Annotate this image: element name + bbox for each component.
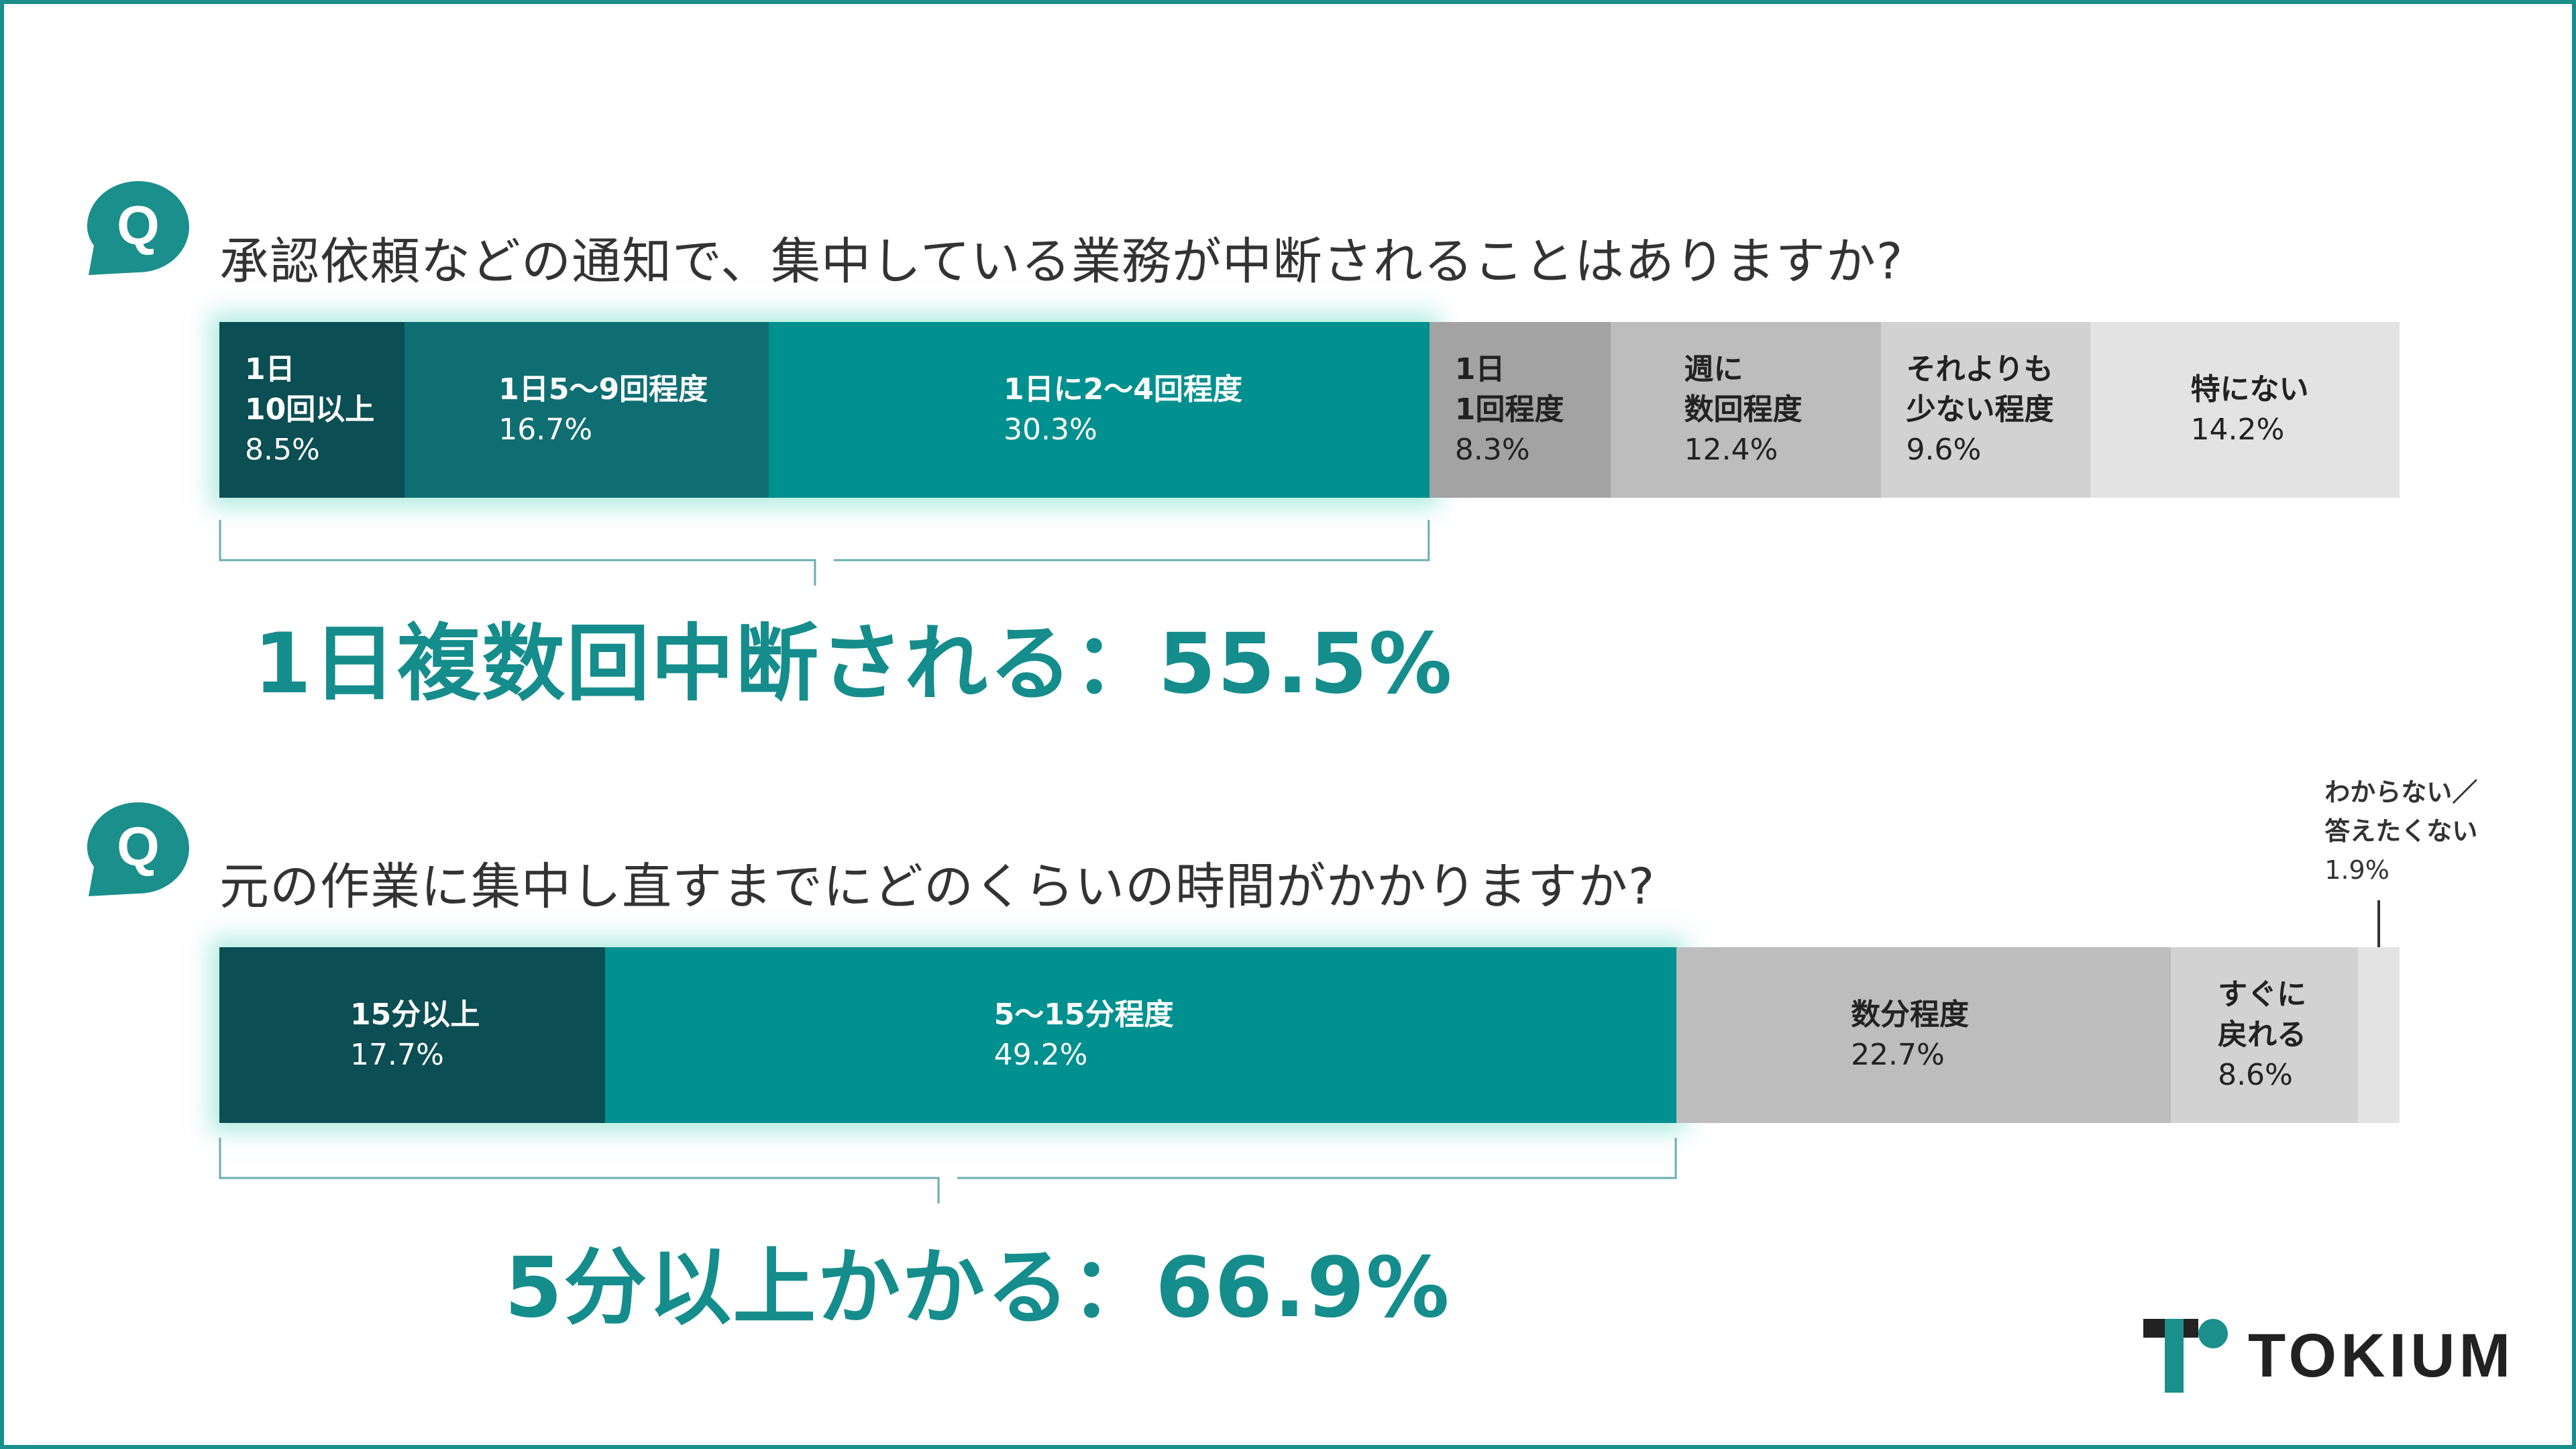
chart-2-bracket (219, 1138, 1677, 1203)
chart-2-summary: 5分以上かかる：66.9% (504, 1240, 1451, 1336)
chart-2-bar-segment: 数分程度 22.7% (1676, 947, 2171, 1123)
segment-label-line: 数回程度 (1684, 392, 1803, 427)
outside-label-line: わからない／ (2324, 777, 2478, 807)
chart-2-bar-segment: すぐに 戻れる 8.6% (2171, 947, 2359, 1123)
q-badge-icon-svg: Q (87, 181, 189, 275)
chart-1-segment-label: 1日に2〜4回程度 30.3% (1004, 370, 1242, 450)
question-1-badge-icon: Q (85, 178, 192, 278)
chart-2-segment-label: 15分以上 17.7% (350, 995, 480, 1075)
segment-label-line: 1日に2〜4回程度 (1004, 372, 1242, 407)
segment-label-text: それよりも少ない程度 (1907, 350, 2054, 430)
segment-label-text: 1日に2〜4回程度 (1004, 370, 1242, 410)
chart-2-segment-label: 数分程度 22.7% (1851, 995, 1969, 1075)
chart-2-outside-label: わからない／ 答えたくない 1.9% (2324, 773, 2477, 890)
chart-1-bar-segment: 1日 10回以上 8.5% (219, 322, 405, 498)
chart-1-bar-segment: 1日5〜9回程度 16.7% (405, 322, 769, 498)
segment-value-text: 30.3% (1004, 413, 1097, 447)
question-1-text: 承認依頼などの通知で、集中している業務が中断されることはありますか? (219, 233, 1904, 290)
chart-1-segment-label: 1日 10回以上 8.5% (245, 350, 374, 470)
segment-label-line: 週に (1684, 352, 1743, 386)
segment-value-text: 12.4% (1684, 433, 1778, 467)
segment-label-line: 1回程度 (1454, 392, 1564, 427)
chart-1-segment-label: 特にない 14.2% (2191, 370, 2309, 450)
chart-2-bar-segment: 15分以上 17.7% (219, 947, 605, 1123)
segment-label-line: 1日 (245, 352, 295, 386)
outside-label-value: 1.9% (2324, 855, 2390, 885)
question-2-badge-icon: Q (85, 800, 192, 899)
chart-1-bar-segment: それよりも 少ない程度 9.6% (1880, 322, 2090, 498)
segment-label-text: 数分程度 (1851, 995, 1969, 1035)
chart-2: 15分以上 17.7% 5〜15分程度 49.2% 数分程度 22.7% すぐに 戻れる 8.6… (219, 947, 2400, 1123)
segment-label-line: 戻れる (2218, 1018, 2307, 1052)
chart-2-bar-segment (2358, 947, 2400, 1123)
segment-value-text: 49.2% (994, 1038, 1088, 1072)
segment-value-text: 22.7% (1851, 1038, 1945, 1072)
outside-label-line: 答えたくない (2324, 816, 2478, 846)
segment-label-text: 15分以上 (350, 995, 480, 1035)
segment-value-text: 17.7% (350, 1038, 444, 1072)
segment-label-text: すぐに 戻れる (2218, 975, 2306, 1055)
chart-1-bar-segment: 1日 1回程度 8.3% (1429, 322, 1611, 498)
chart-1-segment-label: 1日5〜9回程度 16.7% (498, 370, 708, 450)
chart-1: 1日 10回以上 8.5% 1日5〜9回程度 16.7% 1日に2〜4回程度 30.3% 1日… (219, 322, 2400, 498)
segment-label-line: 15分以上 (350, 998, 480, 1032)
segment-label-text: 1日 1回程度 (1455, 350, 1564, 430)
segment-value-text: 9.6% (1906, 433, 1982, 467)
q-badge-letter: Q (117, 195, 160, 256)
chart-1-bar-segment: 1日に2〜4回程度 30.3% (769, 322, 1430, 498)
segment-label-text: 5〜15分程度 (994, 995, 1174, 1035)
segment-value-text: 8.5% (245, 433, 320, 467)
chart-2-segment-label: すぐに 戻れる 8.6% (2218, 975, 2306, 1095)
segment-value-text: 8.3% (1454, 433, 1530, 467)
q-badge-letter: Q (117, 816, 160, 877)
chart-1-bracket (219, 520, 1430, 586)
tokium-logo-mark-icon (2143, 1319, 2231, 1393)
segment-label-text: 週に 数回程度 (1684, 350, 1803, 430)
segment-value-text: 8.6% (2218, 1058, 2293, 1092)
segment-label-line: 10回以上 (245, 392, 375, 427)
segment-label-line: 5〜15分程度 (994, 998, 1174, 1032)
segment-label-text: 1日5〜9回程度 (498, 370, 708, 410)
segment-label-text: 特にない (2191, 370, 2309, 410)
chart-1-segment-label: 週に 数回程度 12.4% (1684, 350, 1803, 470)
chart-1-segment-label: それよりも 少ない程度 9.6% (1907, 350, 2054, 470)
chart-1-bar-segment: 特にない 14.2% (2090, 322, 2400, 498)
segment-label-line: 少ない程度 (1906, 392, 2054, 427)
tokium-logo-text: TOKIUM (2248, 1321, 2515, 1390)
chart-1-summary: 1日複数回中断される：55.5% (254, 616, 1454, 712)
question-2-text: 元の作業に集中し直すまでにどのくらいの時間がかかりますか? (219, 858, 1656, 916)
chart-1-segment-label: 1日 1回程度 8.3% (1455, 350, 1564, 470)
tokium-logo: TOKIUM (2143, 1319, 2514, 1393)
chart-2-segment-label: 5〜15分程度 49.2% (994, 995, 1174, 1075)
chart-1-bar-segment: 週に 数回程度 12.4% (1610, 322, 1881, 498)
segment-label-line: 特にない (2190, 372, 2309, 407)
segment-label-text: 1日 10回以上 (245, 350, 374, 430)
segment-value-text: 16.7% (498, 413, 593, 447)
segment-label-line: 1日 (1454, 352, 1505, 386)
q-badge-icon-svg: Q (87, 802, 189, 896)
segment-label-line: すぐに (2218, 977, 2307, 1012)
chart-2-bar-segment: 5〜15分程度 49.2% (604, 947, 1677, 1123)
segment-label-line: 1日5〜9回程度 (498, 372, 708, 407)
segment-label-line: それよりも (1906, 352, 2053, 386)
chart-2-leader-line (2377, 900, 2381, 947)
segment-value-text: 14.2% (2190, 413, 2285, 447)
segment-label-line: 数分程度 (1851, 998, 1970, 1032)
